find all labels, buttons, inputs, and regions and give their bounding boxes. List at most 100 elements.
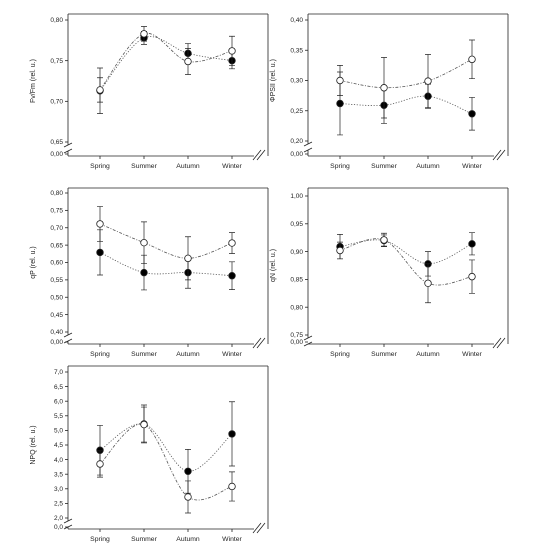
x-tick-label: Winter (222, 163, 242, 170)
data-point-open (336, 76, 344, 85)
data-point-open (424, 279, 432, 287)
y-tick-label: 4,5 (54, 442, 63, 449)
y-tick-label: 5,0 (54, 428, 63, 435)
x-tick-label: Autumn (176, 163, 200, 170)
y-tick-label: 0,55 (50, 277, 63, 284)
y-tick-label: 0,45 (50, 312, 63, 319)
data-point-open (228, 482, 236, 491)
data-point-filled (468, 240, 476, 248)
data-point-open (140, 238, 148, 247)
data-point-open (140, 420, 148, 429)
y-tick-label: 0,50 (50, 294, 63, 301)
x-tick-label: Spring (90, 163, 110, 170)
y-tick-label: 6,5 (54, 384, 63, 391)
y-tick-label: 0,70 (50, 99, 63, 106)
y-tick-label: 2,5 (54, 501, 63, 508)
series-open-line (99, 423, 233, 501)
y-axis-break-mark (303, 141, 313, 153)
data-point-open (380, 236, 388, 244)
x-tick-label: Summer (371, 163, 397, 170)
panel-3: 0,00 0,40 0,45 0,50 0,55 0,60 0,65 0,70 0,75 0,80… (30, 187, 269, 358)
y-tick-label: 0,00 (290, 339, 303, 346)
y-axis-break-mark (303, 335, 313, 347)
y-tick-label: 3,0 (54, 486, 63, 493)
panel-4: 0,000,75 0,80 0,85 0,90 0,95 1,00 qN (rel. u.)… (270, 187, 509, 358)
data-point-open (96, 220, 104, 228)
x-axis-break-mark (252, 337, 266, 349)
x-tick-label: Autumn (416, 351, 440, 358)
y-tick-label: 0,90 (290, 249, 303, 256)
x-tick-label: Winter (462, 351, 482, 358)
x-tick-label: Autumn (416, 163, 440, 170)
y-tick-label: 0,20 (290, 138, 303, 145)
data-point-open (184, 493, 192, 501)
y-tick-label: 0,80 (50, 17, 63, 24)
x-tick-label: Spring (330, 163, 350, 170)
data-point-open (184, 254, 192, 263)
y-tick-label: 0,85 (290, 277, 303, 284)
series-open-line (339, 238, 473, 286)
y-tick-label: 6,0 (54, 398, 63, 405)
x-tick-label: Summer (371, 351, 397, 358)
data-point-filled (336, 99, 344, 108)
data-point-filled (468, 110, 476, 118)
y-tick-label: 2,0 (54, 515, 63, 522)
y-tick-label: 0,80 (290, 304, 303, 311)
series-open-line (99, 223, 233, 259)
data-point-filled (96, 248, 104, 257)
x-tick-label: Spring (330, 351, 350, 358)
y-tick-label: 0,75 (290, 332, 303, 339)
data-point-open (468, 272, 476, 281)
y-tick-label: 0,25 (290, 108, 303, 115)
x-axis-break-mark (252, 149, 266, 161)
x-tick-label: Autumn (176, 536, 200, 543)
y-axis-label: NPQ (rel. u.) (30, 425, 37, 464)
x-tick-label: Summer (131, 536, 157, 543)
y-tick-label: 0,70 (50, 225, 63, 232)
y-axis-break-mark (63, 142, 73, 154)
x-axis-break-mark (492, 337, 506, 349)
data-point-open (184, 57, 192, 66)
y-tick-label: 0,75 (50, 58, 63, 65)
series-filled-line (339, 239, 473, 265)
data-point-open (228, 239, 236, 247)
data-point-open (96, 460, 104, 468)
panel-2: 0,00 0,20 0,25 0,30 0,35 0,40 ΦPSII (rel. u.) S… (270, 13, 509, 170)
data-point-open (336, 246, 344, 255)
data-point-open (140, 30, 148, 38)
data-point-open (424, 77, 432, 85)
y-tick-label: 7,0 (54, 369, 63, 376)
x-axis-break-mark (252, 522, 266, 534)
y-tick-label: 5,5 (54, 413, 63, 420)
y-tick-label: 0,60 (50, 260, 63, 267)
y-axis-label: Fv/Fm (rel. u.) (30, 59, 37, 103)
y-tick-label: 3,5 (54, 471, 63, 478)
data-point-filled (140, 268, 148, 277)
x-axis-break-mark (492, 149, 506, 161)
panel-1: 0,00 0,65 0,70 0,75 0,80 Fv/Fm (rel. u.) Sprin… (30, 13, 269, 170)
y-tick-label: 0,65 (50, 139, 63, 146)
data-point-open (468, 55, 476, 64)
y-tick-label: 0,00 (50, 339, 63, 346)
y-tick-label: 0,0 (54, 524, 63, 531)
y-tick-label: 0,65 (50, 242, 63, 249)
series-filled-line (99, 423, 233, 472)
y-tick-label: 0,40 (50, 329, 63, 336)
y-tick-label: 0,80 (50, 190, 63, 197)
x-tick-label: Winter (462, 163, 482, 170)
series-filled-line (99, 252, 233, 277)
data-point-filled (184, 467, 192, 475)
y-axis-label: qN (rel. u.) (270, 249, 277, 282)
y-tick-label: 0,95 (290, 221, 303, 228)
y-tick-label: 0,40 (290, 17, 303, 24)
y-axis-label: qP (rel. u.) (30, 246, 37, 279)
data-point-filled (228, 272, 236, 280)
x-tick-label: Summer (131, 163, 157, 170)
x-tick-label: Winter (222, 536, 242, 543)
y-tick-label: 0,35 (290, 47, 303, 54)
data-point-open (228, 47, 236, 55)
data-point-filled (228, 430, 236, 438)
y-tick-label: 0,00 (290, 151, 303, 158)
data-point-open (96, 86, 104, 94)
